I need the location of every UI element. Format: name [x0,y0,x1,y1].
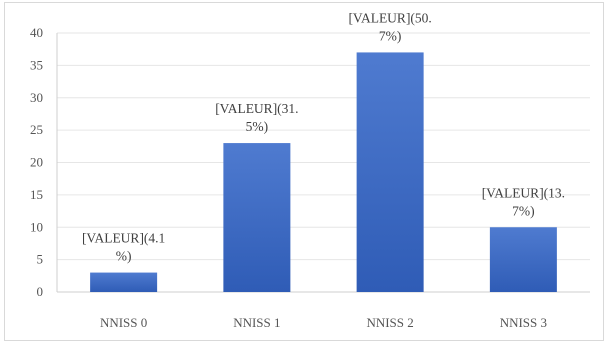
y-tick-label: 40 [30,25,43,40]
y-axis: 0 5 10 15 20 25 30 35 40 [30,25,58,299]
data-label-line2: 7%) [512,203,535,218]
bar [223,143,291,292]
y-tick-label: 0 [37,284,44,299]
data-label-line1: [VALEUR](13. [482,185,565,200]
data-label-line1: [VALEUR](4.1 [82,231,165,246]
category-label: NNISS 0 [100,315,147,330]
bars [90,52,557,292]
data-label-line1: [VALEUR](50. [348,10,431,25]
bar [489,227,557,292]
category-label: NNISS 1 [233,315,280,330]
data-label-line2: 5%) [246,119,269,134]
y-tick-label: 35 [30,57,43,72]
bar [356,52,424,292]
data-label-line2: %) [116,249,132,264]
y-tick-label: 10 [30,219,43,234]
x-axis: NNISS 0 NNISS 1 NNISS 2 NNISS 3 [100,315,547,330]
data-label-line2: 7%) [379,28,402,43]
y-tick-label: 5 [37,252,44,267]
y-tick-label: 15 [30,187,43,202]
y-tick-label: 25 [30,122,43,137]
y-tick-label: 20 [30,155,43,170]
y-tick-label: 30 [30,90,43,105]
category-label: NNISS 2 [366,315,413,330]
bar [90,272,158,292]
data-label-line1: [VALEUR](31. [215,101,298,116]
category-label: NNISS 3 [500,315,547,330]
data-labels: [VALEUR](4.1%) [VALEUR](31. 5%) [VALEUR](50… [82,10,565,263]
